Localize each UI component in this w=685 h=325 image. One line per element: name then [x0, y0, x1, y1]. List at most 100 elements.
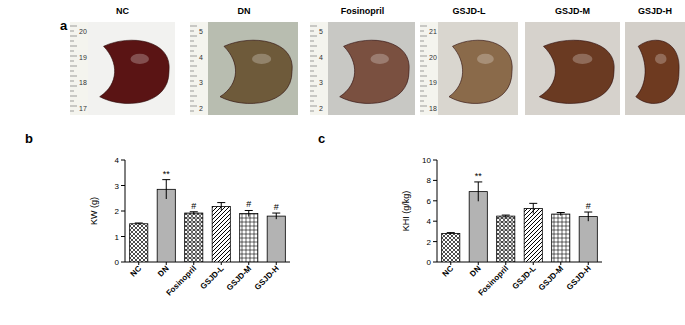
x-axis	[125, 262, 290, 263]
ruler-tick	[70, 81, 74, 82]
ruler-tick	[190, 106, 197, 107]
x-tick-label: Fosinopril	[164, 264, 198, 298]
ruler-tick	[310, 101, 314, 102]
bar	[157, 189, 175, 262]
ruler-tick	[70, 56, 77, 57]
ruler-label: 20	[79, 28, 87, 35]
x-tick-label: DN	[468, 264, 483, 279]
photo-label: DN	[238, 6, 251, 16]
ruler-label: 2	[319, 105, 323, 112]
ruler-tick	[190, 86, 197, 87]
bar	[524, 208, 542, 262]
y-tick	[433, 180, 437, 181]
ruler-tick	[420, 71, 424, 72]
ruler-tick	[310, 56, 317, 57]
panel-label: a	[60, 18, 68, 33]
y-tick-label: 0	[115, 258, 120, 267]
ruler-label: 18	[79, 79, 87, 86]
x-tick-label: GSJD-H	[565, 264, 593, 292]
error-bar	[217, 203, 225, 211]
ruler-tick	[190, 91, 194, 92]
x-axis	[437, 262, 602, 263]
ruler-tick	[420, 76, 427, 77]
y-tick-label: 10	[422, 156, 431, 165]
kidney	[100, 40, 170, 103]
x-tick-label: GSJD-H	[253, 264, 281, 292]
photo: 20191817	[70, 22, 175, 115]
ruler-tick	[310, 31, 314, 32]
ruler-tick	[420, 46, 427, 47]
y-axis	[437, 160, 438, 262]
y-tick-label: 0	[427, 258, 432, 267]
ruler-tick	[310, 61, 314, 62]
bar	[267, 216, 285, 262]
photo-bg	[420, 22, 518, 115]
ruler-tick	[420, 96, 427, 97]
error-bar	[135, 223, 143, 225]
error-bar	[502, 215, 510, 217]
panel-label: c	[318, 131, 325, 146]
kidney	[539, 40, 614, 103]
photo-bg	[525, 22, 620, 115]
ruler-tick	[420, 56, 427, 57]
photo-label: Fosinopril	[341, 6, 385, 16]
x-tick	[560, 262, 561, 265]
bar-chart: cKHI (g/kg)0246810NCDNFosinoprilGSJD-LGS…	[318, 131, 602, 298]
ruler-tick	[70, 106, 77, 107]
x-tick-label: NC	[441, 264, 456, 279]
ruler-tick	[70, 111, 74, 112]
ruler-tick	[420, 51, 424, 52]
bar	[552, 214, 570, 262]
bar	[579, 217, 597, 262]
x-tick	[221, 262, 222, 265]
y-tick-label: 4	[427, 217, 432, 226]
x-tick	[276, 262, 277, 265]
ruler-tick	[70, 41, 74, 42]
photo-label: NC	[116, 6, 129, 16]
x-tick	[248, 262, 249, 265]
ruler-label: 2	[199, 105, 203, 112]
x-tick	[533, 262, 534, 265]
ruler-label: 20	[429, 54, 437, 61]
photo-label: GSJD-L	[452, 6, 486, 16]
ruler	[420, 22, 438, 115]
ruler-label: 5	[199, 28, 203, 35]
ruler-label: 4	[319, 54, 323, 61]
kidney-highlight	[655, 54, 667, 64]
significance-mark: #	[586, 201, 591, 211]
error-bar	[557, 213, 565, 216]
significance-mark: #	[246, 199, 251, 209]
ruler-tick	[420, 86, 427, 87]
ruler-tick	[190, 66, 197, 67]
ruler-tick	[70, 76, 77, 77]
photo-bg	[625, 22, 685, 115]
y-tick	[433, 200, 437, 201]
kidney-highlight	[477, 54, 494, 64]
panel-label: b	[25, 131, 33, 146]
x-tick-label: DN	[156, 264, 171, 279]
ruler-tick	[420, 26, 427, 27]
bar	[212, 206, 230, 262]
kidney	[636, 40, 679, 103]
kidney-highlight	[131, 54, 149, 64]
error-bar	[584, 212, 592, 221]
ruler-tick	[70, 71, 74, 72]
y-tick-label: 8	[427, 176, 432, 185]
significance-mark: #	[274, 202, 279, 212]
ruler-tick	[420, 61, 424, 62]
ruler-tick	[420, 31, 424, 32]
figure: a20191817NC5432DN5432Fosinopril21201918G…	[0, 0, 685, 325]
y-tick	[433, 262, 437, 263]
ruler-tick	[420, 106, 427, 107]
ruler-tick	[420, 66, 427, 67]
x-tick-label: GSJD-M	[225, 264, 254, 293]
bar	[130, 224, 148, 262]
ruler-tick	[310, 66, 317, 67]
ruler-tick	[420, 41, 424, 42]
kidney-highlight	[252, 54, 271, 64]
kidney	[449, 40, 512, 103]
y-tick-label: 2	[427, 238, 432, 247]
photo-label: GSJD-H	[638, 6, 672, 16]
ruler-tick	[70, 26, 77, 27]
x-tick	[450, 262, 451, 265]
